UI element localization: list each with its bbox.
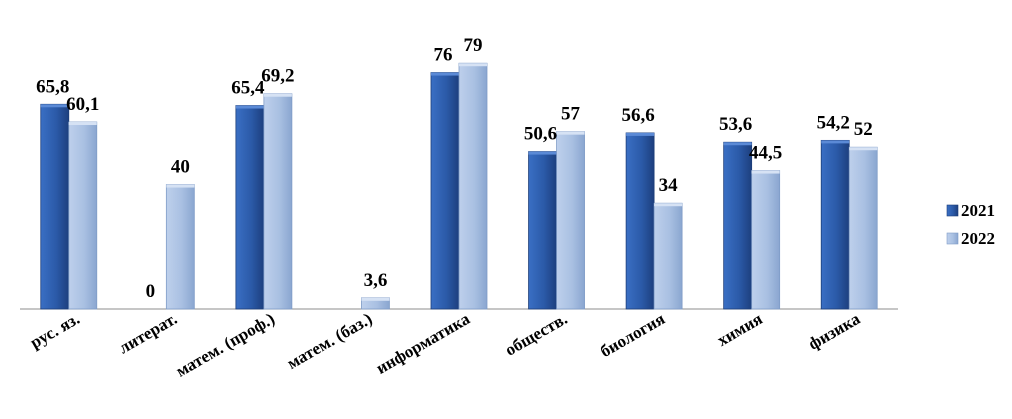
bars-group (40, 62, 878, 310)
bar-2022-0 (68, 121, 98, 310)
x-tick-labels-group: рус. яз. литерат.матем. (проф.) матем. (ба… (27, 309, 864, 381)
bar-2021-4 (430, 72, 460, 310)
x-tick-label-6: биология (597, 309, 668, 361)
bar-cap-2021-5 (528, 151, 557, 155)
data-label-2021-2: 65,4 (231, 78, 265, 99)
bar-cap-2022-4 (459, 63, 487, 67)
bar-2022-2 (263, 93, 293, 310)
bar-cap-2022-6 (654, 203, 683, 207)
bar-cap-2022-7 (751, 170, 780, 174)
x-tick-label-2: матем. (проф.) (173, 309, 278, 381)
bar-2022-7 (751, 170, 781, 310)
bar-cap-2021-6 (626, 132, 655, 136)
data-label-2021-8: 54,2 (817, 112, 850, 133)
legend-label-2021: 2021 (961, 201, 995, 220)
bar-2022-8 (848, 146, 878, 310)
data-label-2022-8: 52 (854, 119, 873, 140)
data-label-2021-4: 76 (434, 45, 453, 66)
bar-2021-7 (723, 141, 753, 310)
bar-cap-2022-3 (361, 297, 390, 301)
bar-cap-2021-2 (235, 105, 264, 109)
bar-cap-2022-1 (166, 184, 195, 188)
data-label-2022-3: 3,6 (364, 270, 388, 291)
bar-cap-2022-5 (556, 131, 585, 135)
legend: 2021 2022 (946, 201, 995, 248)
data-label-2021-7: 53,6 (719, 114, 752, 135)
bar-cap-2022-0 (68, 122, 97, 126)
data-label-2022-4: 79 (464, 35, 483, 56)
legend-label-2022: 2022 (961, 229, 995, 248)
data-label-2022-5: 57 (561, 104, 581, 125)
x-tick-label-1: литерат. (115, 309, 180, 357)
bar-2021-8 (820, 139, 850, 310)
data-label-2021-0: 65,8 (36, 76, 69, 97)
bar-cap-2022-8 (849, 147, 878, 151)
data-labels-group: 65,860,1 0 40 65,469,2 3,6 76 79 50,657 56,6 34 53… (36, 35, 873, 302)
bar-2022-6 (653, 202, 683, 310)
bar-2021-2 (235, 105, 265, 310)
bar-2021-6 (625, 132, 655, 310)
x-tick-label-8: физика (805, 309, 864, 354)
data-label-2021-1: 0 (146, 281, 156, 302)
bar-cap-2021-7 (723, 142, 752, 146)
bar-2022-4 (458, 62, 488, 310)
bar-cap-2021-0 (40, 104, 69, 108)
bar-2021-5 (528, 151, 557, 310)
legend-swatch-2021 (946, 204, 959, 217)
bar-2021-0 (40, 103, 70, 310)
data-label-2022-0: 60,1 (66, 94, 99, 115)
data-label-2022-1: 40 (171, 157, 190, 178)
x-tick-label-4: информатика (373, 309, 474, 378)
data-label-2021-5: 50,6 (524, 124, 557, 145)
bar-2022-5 (556, 131, 585, 310)
x-tick-label-5: обществ. (502, 309, 571, 360)
x-tick-label-7: химия (714, 309, 766, 350)
x-tick-label-3: матем. (баз.) (284, 309, 376, 373)
data-label-2022-7: 44,5 (749, 143, 782, 164)
data-label-2021-6: 56,6 (621, 105, 654, 126)
data-label-2022-6: 34 (659, 175, 679, 196)
bar-cap-2021-8 (821, 140, 850, 144)
x-tick-label-0: рус. яз. (27, 309, 83, 352)
data-label-2022-2: 69,2 (261, 66, 294, 87)
bar-cap-2022-2 (263, 93, 292, 97)
bar-cap-2021-4 (431, 72, 459, 76)
bar-2022-1 (165, 184, 195, 310)
legend-swatch-2022 (946, 232, 959, 245)
